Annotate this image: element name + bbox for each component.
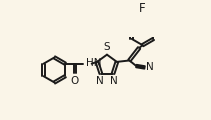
Text: O: O xyxy=(71,75,79,86)
Text: N: N xyxy=(110,76,118,86)
Text: F: F xyxy=(139,2,146,15)
Text: N: N xyxy=(146,62,154,72)
Text: HN: HN xyxy=(86,58,102,68)
Text: N: N xyxy=(96,76,104,86)
Text: S: S xyxy=(104,42,110,52)
